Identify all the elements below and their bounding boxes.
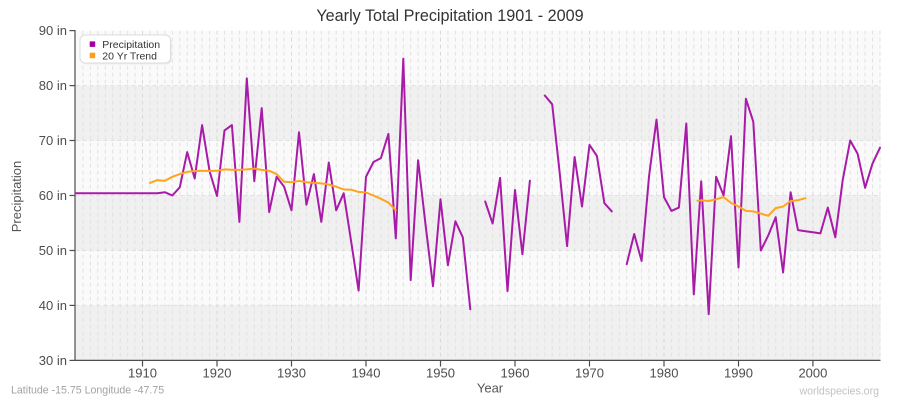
svg-text:1990: 1990 — [724, 366, 753, 381]
svg-text:Precipitation: Precipitation — [9, 161, 24, 233]
svg-text:2000: 2000 — [798, 366, 827, 381]
svg-text:1940: 1940 — [352, 366, 381, 381]
svg-text:50 in: 50 in — [39, 243, 67, 258]
svg-text:1980: 1980 — [650, 366, 679, 381]
svg-text:Latitude -15.75 Longitude -47.: Latitude -15.75 Longitude -47.75 — [11, 384, 164, 396]
svg-text:Year: Year — [477, 381, 504, 396]
svg-text:90 in: 90 in — [39, 23, 67, 38]
svg-text:30 in: 30 in — [39, 353, 67, 368]
svg-text:80 in: 80 in — [39, 78, 67, 93]
svg-text:1930: 1930 — [277, 366, 306, 381]
svg-text:70 in: 70 in — [39, 133, 67, 148]
svg-text:60 in: 60 in — [39, 188, 67, 203]
svg-text:40 in: 40 in — [39, 298, 67, 313]
svg-text:worldspecies.org: worldspecies.org — [799, 386, 880, 398]
svg-text:Precipitation: Precipitation — [102, 39, 160, 51]
svg-text:1920: 1920 — [203, 366, 232, 381]
svg-text:1950: 1950 — [426, 366, 455, 381]
svg-text:Yearly Total Precipitation 190: Yearly Total Precipitation 1901 - 2009 — [316, 7, 583, 25]
svg-text:1970: 1970 — [575, 366, 604, 381]
svg-text:1910: 1910 — [128, 366, 157, 381]
svg-text:1960: 1960 — [501, 366, 530, 381]
svg-text:20 Yr Trend: 20 Yr Trend — [102, 50, 157, 62]
